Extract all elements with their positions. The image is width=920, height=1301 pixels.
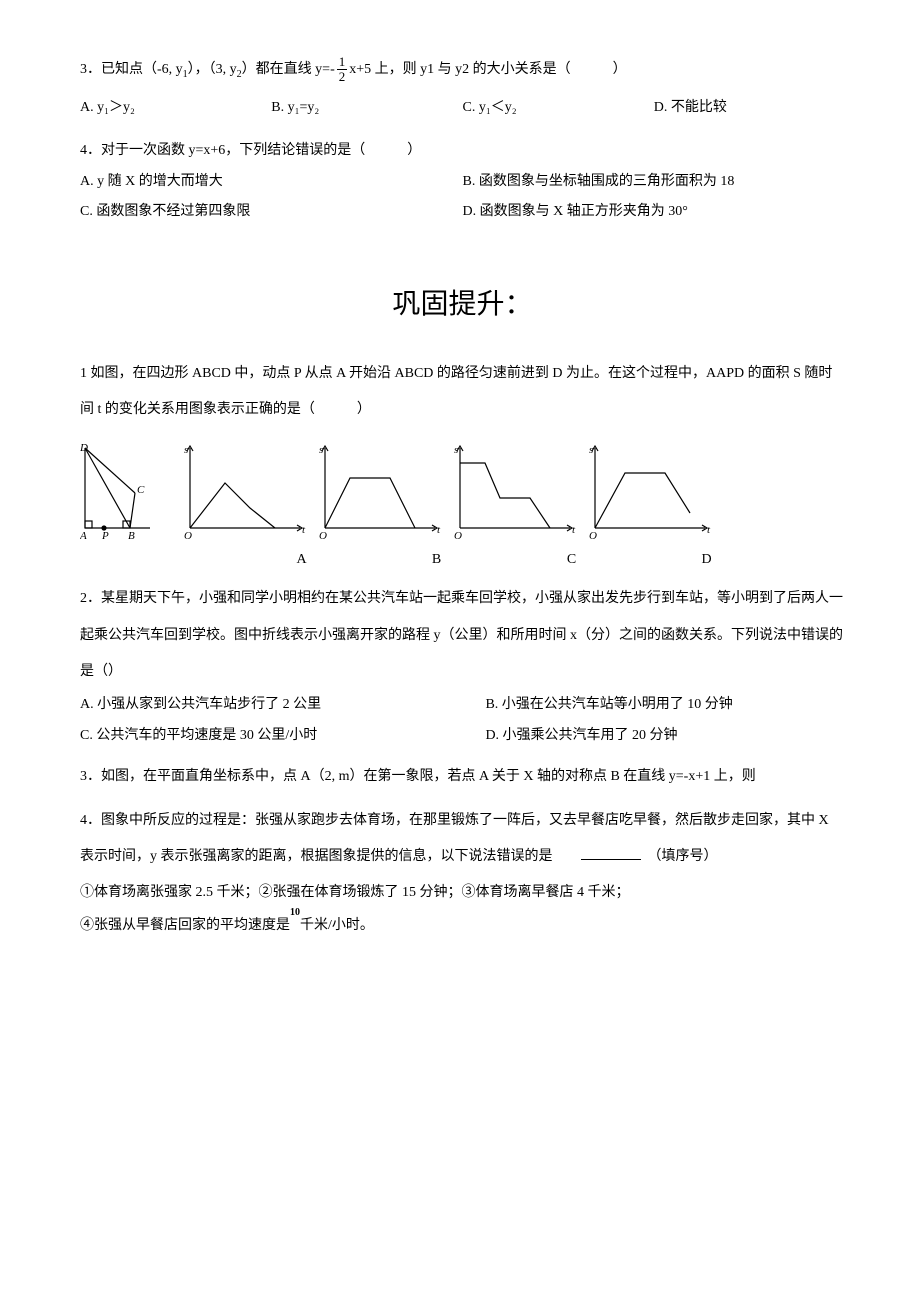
p3-num: 3 [80, 769, 87, 784]
p1-diagrams: D C A B P s O t [80, 443, 845, 543]
svg-text:P: P [101, 530, 109, 542]
practice-3: 3．如图，在平面直角坐标系中，点 A（2, m）在第一象限，若点 A 关于 X … [80, 762, 845, 793]
section-title: 巩固提升： [80, 283, 845, 328]
p1-label-b: B [369, 549, 504, 571]
p1-stem: 1 如图，在四边形 ABCD 中，动点 P 从点 A 开始沿 ABCD 的路径匀… [80, 356, 845, 429]
p1-labels: A B C D [134, 549, 845, 571]
p2-options-row2: C. 公共汽车的平均速度是 30 公里/小时 D. 小强乘公共汽车用了 20 分… [80, 721, 845, 752]
svg-text:B: B [128, 530, 135, 542]
q3-opt-c: C. y₁＜y₂ [463, 94, 654, 122]
p2-opt-a: A. 小强从家到公共汽车站步行了 2 公里 [80, 690, 485, 721]
q3-options: A. y₁＞y₂ B. y₁=y₂ C. y₁＜y₂ D. 不能比较 [80, 94, 845, 122]
p2-stem: 2．某星期天下午，小强和同学小明相约在某公共汽车站一起乘车回学校，小强从家出发先… [80, 581, 845, 690]
svg-text:s: s [454, 444, 458, 456]
q4-opt-c: C. 函数图象不经过第四象限 [80, 197, 463, 228]
q3-num: 3 [80, 62, 87, 77]
svg-text:A: A [80, 530, 87, 542]
svg-text:s: s [319, 444, 323, 456]
p1-num: 1 [80, 366, 87, 381]
svg-text:t: t [572, 524, 576, 536]
fill-blank [581, 844, 641, 860]
svg-text:D: D [80, 443, 88, 454]
diagram-opt-d [592, 446, 707, 531]
svg-text:s: s [184, 444, 188, 456]
practice-2: 2．某星期天下午，小强和同学小明相约在某公共汽车站一起乘车回学校，小强从家出发先… [80, 581, 845, 752]
p2-opt-c: C. 公共汽车的平均速度是 30 公里/小时 [80, 721, 485, 752]
q3-opt-b: B. y₁=y₂ [271, 94, 462, 122]
diagram-opt-c [457, 446, 572, 531]
p4-item4: ④张强从早餐店回家的平均速度是103千米/小时。 [80, 909, 845, 943]
svg-text:t: t [707, 524, 711, 536]
question-4: 4．对于一次函数 y=x+6，下列结论错误的是（ ） A. y 随 X 的增大而… [80, 136, 845, 228]
svg-text:C: C [137, 484, 145, 496]
p1-svg: D C A B P s O t [80, 443, 720, 543]
diagram-opt-a [187, 446, 302, 531]
q4-options-row2: C. 函数图象不经过第四象限 D. 函数图象与 X 轴正方形夹角为 30° [80, 197, 845, 228]
q3-opt-d: D. 不能比较 [654, 94, 845, 122]
diagram-opt-b [322, 446, 437, 531]
q4-opt-a: A. y 随 X 的增大而增大 [80, 167, 463, 198]
svg-text:O: O [589, 530, 597, 542]
p4-item1: ①体育场离张强家 2.5 千米；②张强在体育场锻炼了 15 分钟；③体育场离早餐… [80, 876, 845, 910]
p4-stem: 4．图象中所反应的过程是：张强从家跑步去体育场，在那里锻炼了一阵后，又去早餐店吃… [80, 803, 845, 876]
p2-num: 2 [80, 591, 87, 606]
practice-4: 4．图象中所反应的过程是：张强从家跑步去体育场，在那里锻炼了一阵后，又去早餐店吃… [80, 803, 845, 943]
p4-num: 4 [80, 813, 87, 828]
q4-opt-d: D. 函数图象与 X 轴正方形夹角为 30° [463, 197, 846, 228]
svg-text:t: t [302, 524, 306, 536]
p3-stem: 3．如图，在平面直角坐标系中，点 A（2, m）在第一象限，若点 A 关于 X … [80, 762, 845, 793]
p2-opt-d: D. 小强乘公共汽车用了 20 分钟 [485, 721, 845, 752]
p2-options-row1: A. 小强从家到公共汽车站步行了 2 公里 B. 小强在公共汽车站等小明用了 1… [80, 690, 845, 721]
svg-text:O: O [184, 530, 192, 542]
q4-opt-b: B. 函数图象与坐标轴围成的三角形面积为 18 [463, 167, 846, 198]
p1-label-d: D [639, 549, 774, 571]
svg-text:O: O [454, 530, 462, 542]
practice-1: 1 如图，在四边形 ABCD 中，动点 P 从点 A 开始沿 ABCD 的路径匀… [80, 356, 845, 571]
q4-options-row1: A. y 随 X 的增大而增大 B. 函数图象与坐标轴围成的三角形面积为 18 [80, 167, 845, 198]
p1-label-a: A [234, 549, 369, 571]
q3-stem: 3．已知点（-6, y1），（3, y2）都在直线 y=-12x+5 上，则 y… [80, 55, 845, 86]
p2-opt-b: B. 小强在公共汽车站等小明用了 10 分钟 [485, 690, 845, 721]
q4-stem: 4．对于一次函数 y=x+6，下列结论错误的是（ ） [80, 136, 845, 167]
p1-label-c: C [504, 549, 639, 571]
svg-text:t: t [437, 524, 441, 536]
q4-num: 4 [80, 143, 87, 158]
svg-text:O: O [319, 530, 327, 542]
question-3: 3．已知点（-6, y1），（3, y2）都在直线 y=-12x+5 上，则 y… [80, 55, 845, 122]
svg-text:s: s [589, 444, 593, 456]
fraction: 12 [337, 55, 348, 85]
q3-opt-a: A. y₁＞y₂ [80, 94, 271, 122]
